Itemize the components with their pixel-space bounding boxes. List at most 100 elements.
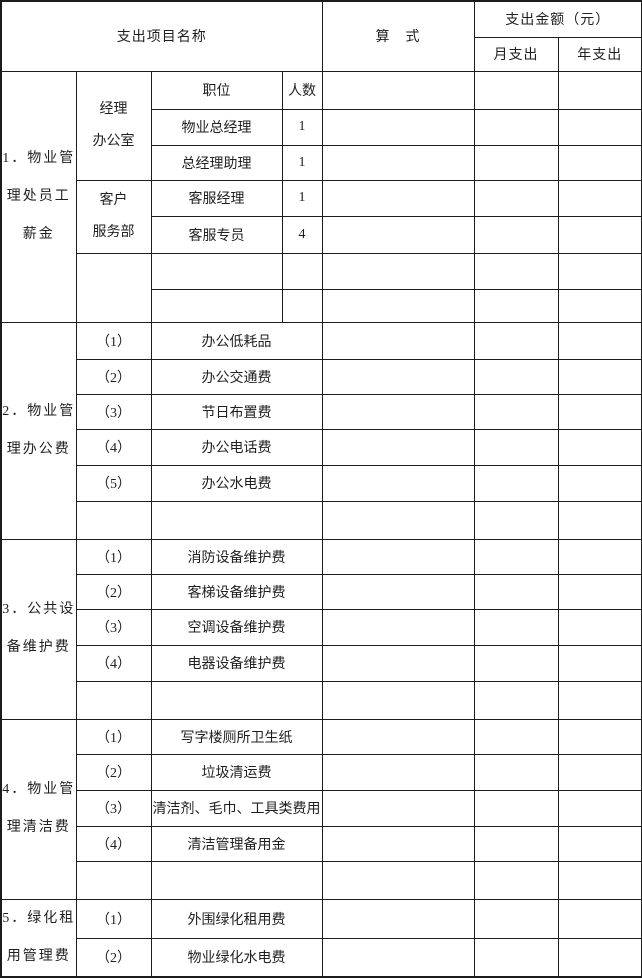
yearly-expense-cell (557, 108, 642, 146)
monthly-expense-cell (473, 252, 559, 290)
monthly-expense-cell (473, 718, 559, 755)
yearly-expense-cell (557, 144, 642, 181)
monthly-expense-cell (473, 288, 559, 323)
position-cell-empty (150, 252, 283, 290)
formula-cell (321, 538, 475, 575)
formula-cell (321, 252, 475, 290)
header-formula: 算 式 (321, 0, 475, 72)
item-no: （2） (75, 937, 152, 978)
monthly-expense-cell (473, 321, 559, 360)
monthly-expense-cell (473, 500, 559, 540)
item-name: 节日布置费 (150, 393, 323, 430)
dept-cell: 经理 办公室 (75, 70, 152, 181)
item-no-empty (75, 500, 152, 540)
formula-cell (321, 718, 475, 755)
yearly-expense-cell (557, 718, 642, 755)
item-no: （3） (75, 393, 152, 430)
headcount-cell: 1 (281, 144, 323, 181)
position-cell: 客服经理 (150, 179, 283, 217)
monthly-expense-cell (473, 393, 559, 430)
monthly-expense-cell (473, 144, 559, 181)
position-header-cell: 职位 (150, 70, 283, 110)
monthly-expense-cell (473, 937, 559, 978)
yearly-expense-cell (557, 252, 642, 290)
section-label: 3．公共设 备维护费 (0, 538, 77, 720)
position-cell: 总经理助理 (150, 144, 283, 181)
item-name: 办公水电费 (150, 464, 323, 502)
yearly-expense-cell (557, 358, 642, 395)
monthly-expense-cell (473, 573, 559, 610)
yearly-expense-cell (557, 179, 642, 217)
item-no-empty (75, 680, 152, 720)
yearly-expense-cell (557, 608, 642, 646)
formula-cell (321, 860, 475, 900)
yearly-expense-cell (557, 288, 642, 323)
yearly-expense-cell (557, 573, 642, 610)
monthly-expense-cell (473, 215, 559, 254)
formula-cell (321, 215, 475, 254)
monthly-expense-cell (473, 108, 559, 146)
yearly-expense-cell (557, 753, 642, 791)
yearly-expense-cell (557, 644, 642, 682)
formula-cell (321, 500, 475, 540)
headcount-cell-empty (281, 252, 323, 290)
item-name: 物业绿化水电费 (150, 937, 323, 978)
formula-cell (321, 753, 475, 791)
formula-cell (321, 464, 475, 502)
formula-cell (321, 825, 475, 862)
headcount-header-cell: 人数 (281, 70, 323, 110)
yearly-expense-cell (557, 70, 642, 110)
item-no: （2） (75, 573, 152, 610)
monthly-expense-cell (473, 358, 559, 395)
yearly-expense-cell (557, 321, 642, 360)
monthly-expense-cell (473, 644, 559, 682)
item-no: （4） (75, 428, 152, 466)
item-name: 电器设备维护费 (150, 644, 323, 682)
item-no: （1） (75, 718, 152, 755)
position-cell: 物业总经理 (150, 108, 283, 146)
formula-cell (321, 393, 475, 430)
item-name: 空调设备维护费 (150, 608, 323, 646)
item-name: 垃圾清运费 (150, 753, 323, 791)
yearly-expense-cell (557, 538, 642, 575)
yearly-expense-cell (557, 500, 642, 540)
formula-cell (321, 144, 475, 181)
formula-cell (321, 358, 475, 395)
monthly-expense-cell (473, 680, 559, 720)
monthly-expense-cell (473, 538, 559, 575)
item-no: （1） (75, 538, 152, 575)
section-label: 2．物业管 理办公费 (0, 321, 77, 540)
monthly-expense-cell (473, 860, 559, 900)
item-name: 清洁管理备用金 (150, 825, 323, 862)
yearly-expense-cell (557, 898, 642, 939)
formula-cell (321, 428, 475, 466)
item-name: 消防设备维护费 (150, 538, 323, 575)
yearly-expense-cell (557, 825, 642, 862)
yearly-expense-cell (557, 789, 642, 827)
item-no: （2） (75, 358, 152, 395)
item-name-empty (150, 500, 323, 540)
formula-cell (321, 644, 475, 682)
yearly-expense-cell (557, 428, 642, 466)
header-amount: 支出金额（元） (473, 0, 642, 38)
yearly-expense-cell (557, 680, 642, 720)
formula-cell (321, 789, 475, 827)
formula-cell (321, 608, 475, 646)
item-no: （3） (75, 789, 152, 827)
section-label: 5．绿化租 用管理费 (0, 898, 77, 977)
formula-cell (321, 680, 475, 720)
headcount-cell: 1 (281, 108, 323, 146)
item-name: 外围绿化租用费 (150, 898, 323, 939)
formula-cell (321, 321, 475, 360)
monthly-expense-cell (473, 898, 559, 939)
item-no-empty (75, 860, 152, 900)
header-yearly: 年支出 (557, 36, 642, 72)
item-no: （2） (75, 753, 152, 791)
formula-cell (321, 70, 475, 110)
item-name: 清洁剂、毛巾、工具类费用 (150, 789, 323, 827)
position-cell-empty (150, 288, 283, 323)
headcount-cell: 4 (281, 215, 323, 254)
dept-cell: 客户 服务部 (75, 179, 152, 254)
position-cell: 客服专员 (150, 215, 283, 254)
